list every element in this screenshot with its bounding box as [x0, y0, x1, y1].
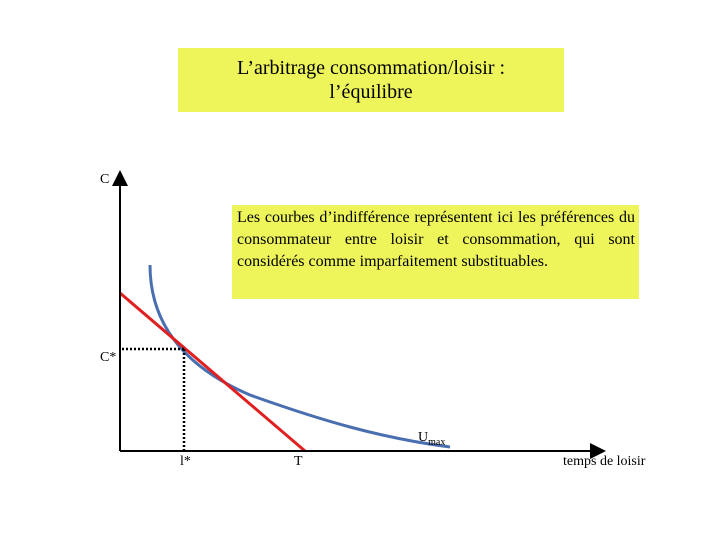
u-max-subscript: max — [428, 437, 446, 448]
y-axis-label: C — [100, 172, 110, 187]
c-star-label: C* — [100, 350, 117, 365]
l-star-label: l* — [180, 454, 191, 469]
u-max-main: U — [418, 430, 429, 445]
u-max-label: Umax — [418, 430, 446, 448]
title-box: L’arbitrage consommation/loisir : l’équi… — [178, 48, 564, 112]
explanation-note: Les courbes d’indifférence représentent … — [232, 205, 639, 299]
title-line-1: L’arbitrage consommation/loisir : — [236, 57, 506, 79]
title-line-2: l’équilibre — [329, 81, 413, 103]
t-label: T — [294, 454, 303, 469]
x-axis-label: temps de loisir — [563, 454, 646, 469]
budget-line — [119, 291, 306, 453]
indifference-curve — [148, 264, 451, 449]
